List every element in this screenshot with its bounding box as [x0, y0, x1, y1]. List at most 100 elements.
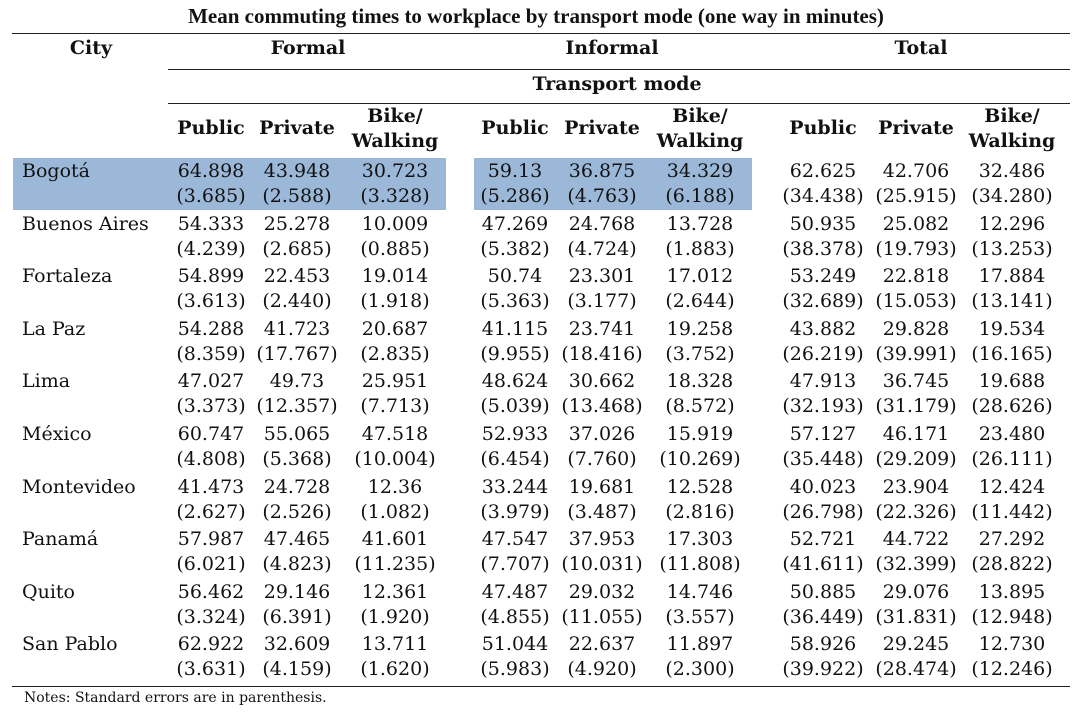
mode-header-line1: Bike/: [984, 105, 1040, 127]
bogota-informal-highlight: [474, 158, 752, 210]
standard-error: (12.357): [256, 395, 338, 418]
mean-value: 17.884: [978, 265, 1046, 288]
city-name: La Paz: [22, 317, 86, 340]
mean-value: 41.115: [481, 317, 549, 340]
standard-error: (15.053): [875, 290, 957, 313]
standard-error: (4.920): [567, 658, 637, 681]
standard-error: (1.920): [360, 605, 430, 628]
mode-header-line1: Private: [564, 117, 640, 139]
standard-error: (3.177): [567, 290, 637, 313]
mean-value: 60.747: [177, 423, 245, 445]
mean-value: 37.953: [568, 528, 636, 551]
standard-error: (1.883): [665, 237, 735, 260]
mean-value: 32.609: [263, 633, 331, 656]
mean-value: 22.453: [263, 265, 331, 288]
standard-error: (4.724): [567, 237, 637, 260]
standard-error: (4.823): [262, 553, 332, 576]
mean-value: 14.746: [666, 580, 734, 603]
standard-error: (4.159): [262, 658, 332, 681]
mode-header-line1: Public: [789, 117, 857, 139]
mean-value: 62.922: [177, 633, 245, 656]
mean-value: 30.723: [361, 160, 429, 182]
city-name: México: [22, 423, 92, 445]
mean-value: 30.662: [568, 370, 636, 393]
mean-value: 40.023: [789, 475, 857, 498]
mean-value: 33.244: [481, 475, 549, 498]
mean-value: 13.728: [666, 212, 734, 235]
standard-error: (16.165): [971, 342, 1053, 365]
mean-value: 54.899: [177, 265, 245, 288]
mean-value: 23.480: [978, 423, 1046, 445]
mean-value: 54.333: [177, 212, 245, 235]
mean-value: 29.076: [882, 580, 950, 603]
mode-rule: [168, 103, 1070, 104]
mean-value: 43.882: [789, 317, 857, 340]
mode-header-line1: Private: [259, 117, 335, 139]
mean-value: 54.288: [177, 317, 245, 340]
standard-error: (28.474): [875, 658, 957, 681]
standard-error: (22.326): [875, 500, 957, 523]
standard-error: (25.915): [875, 185, 957, 207]
city-name: Bogotá: [22, 160, 90, 182]
standard-error: (3.487): [567, 500, 637, 523]
mean-value: 43.948: [263, 160, 331, 182]
mode-header-line1: Private: [878, 117, 954, 139]
mean-value: 47.518: [361, 423, 429, 445]
standard-error: (26.798): [782, 500, 864, 523]
standard-error: (28.822): [971, 553, 1053, 576]
standard-error: (10.269): [659, 448, 741, 470]
standard-error: (3.752): [665, 342, 735, 365]
standard-error: (17.767): [256, 342, 338, 365]
mean-value: 19.258: [666, 317, 734, 340]
mean-value: 29.032: [568, 580, 636, 603]
standard-error: (31.179): [875, 395, 957, 418]
mean-value: 19.014: [361, 265, 429, 288]
mean-value: 47.913: [789, 370, 857, 393]
standard-error: (5.039): [480, 395, 550, 418]
standard-error: (9.955): [480, 342, 550, 365]
mode-header: Bike/Walking: [969, 104, 1056, 154]
standard-error: (32.399): [875, 553, 957, 576]
standard-error: (12.948): [971, 605, 1053, 628]
mean-value: 49.73: [269, 370, 325, 393]
standard-error: (11.055): [561, 605, 643, 628]
mean-value: 64.898: [177, 160, 245, 182]
table-notes: Notes: Standard errors are in parenthesi…: [24, 690, 327, 706]
mode-header: Public: [789, 116, 856, 141]
standard-error: (1.620): [360, 658, 430, 681]
standard-error: (5.368): [262, 448, 332, 470]
mean-value: 53.249: [789, 265, 857, 288]
standard-error: (6.391): [262, 605, 332, 628]
bottom-rule: [12, 686, 1070, 687]
standard-error: (2.835): [360, 342, 430, 365]
standard-error: (19.793): [875, 237, 957, 260]
group-rule: [168, 69, 1070, 70]
mean-value: 52.933: [481, 423, 549, 445]
standard-error: (2.644): [665, 290, 735, 313]
standard-error: (4.763): [567, 185, 637, 207]
mean-value: 47.487: [481, 580, 549, 603]
mean-value: 19.688: [978, 370, 1046, 393]
standard-error: (4.239): [176, 237, 246, 260]
mean-value: 23.301: [568, 265, 636, 288]
standard-error: (11.235): [354, 553, 436, 576]
city-name: Montevideo: [22, 475, 136, 498]
mean-value: 29.828: [882, 317, 950, 340]
mean-value: 41.723: [263, 317, 331, 340]
mean-value: 62.625: [789, 160, 857, 182]
mean-value: 12.361: [361, 580, 429, 603]
standard-error: (11.808): [659, 553, 741, 576]
mean-value: 24.728: [263, 475, 331, 498]
standard-error: (36.449): [782, 605, 864, 628]
standard-error: (1.918): [360, 290, 430, 313]
informal-header: Informal: [565, 37, 659, 59]
mode-header: Private: [878, 116, 954, 141]
mode-header: Private: [564, 116, 640, 141]
mean-value: 29.245: [882, 633, 950, 656]
city-name: San Pablo: [22, 633, 118, 656]
standard-error: (8.572): [665, 395, 735, 418]
standard-error: (12.246): [971, 658, 1053, 681]
standard-error: (39.922): [782, 658, 864, 681]
standard-error: (7.707): [480, 553, 550, 576]
standard-error: (29.209): [875, 448, 957, 470]
